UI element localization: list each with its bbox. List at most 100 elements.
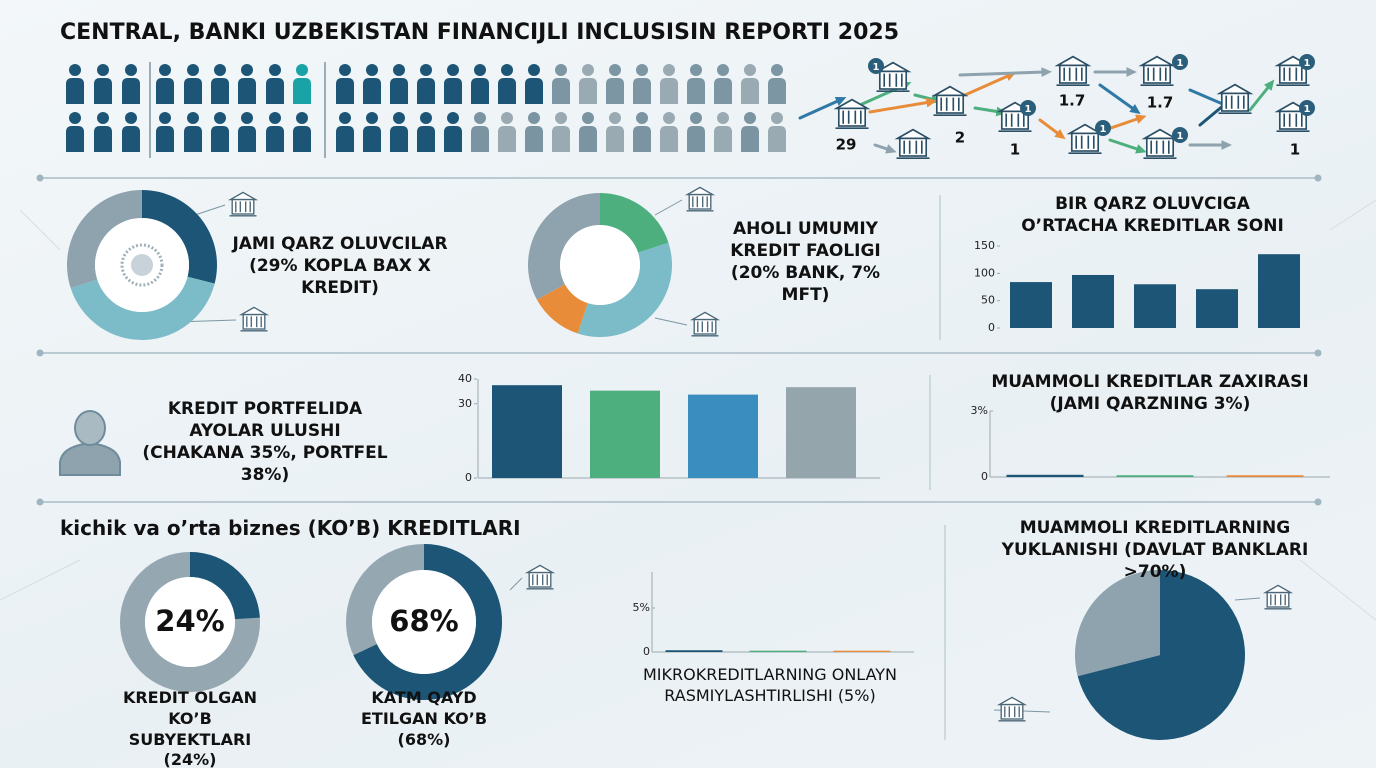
person-body: [293, 126, 311, 152]
person-head: [528, 64, 540, 76]
person-body: [94, 78, 112, 104]
bank-body: [1278, 64, 1308, 84]
person-head: [744, 64, 756, 76]
person-head: [582, 112, 594, 124]
person-body: [714, 126, 732, 152]
person-icon: [498, 64, 516, 104]
badge: [1172, 127, 1188, 143]
bank-icon: [684, 186, 716, 212]
person-icon: [417, 64, 435, 104]
person-head: [690, 64, 702, 76]
bank-body: [1278, 110, 1308, 130]
flow-arrow: [798, 98, 842, 120]
y-tick-label: 0: [988, 321, 995, 334]
bank-body: [1266, 591, 1290, 608]
y-tick-label: 0: [465, 471, 472, 484]
person-head: [366, 64, 378, 76]
person-icon: [768, 64, 786, 104]
pointer: [654, 317, 688, 326]
y-tick-label: 50: [981, 294, 995, 307]
flow-arrow: [973, 106, 1002, 114]
flow-arrow-head: [885, 144, 897, 154]
pointer: [1234, 597, 1261, 601]
person-icon: [741, 112, 759, 152]
flow-arrow: [1108, 138, 1142, 152]
person-icon: [741, 64, 759, 104]
bar: [1006, 474, 1084, 477]
person-icon: [714, 64, 732, 104]
person-head: [97, 112, 109, 124]
divider-dot: [1314, 174, 1322, 182]
chart-title: MUAMMOLI KREDITLARNING YUKLANISHI (DAVLA…: [1001, 518, 1309, 583]
person-body: [552, 78, 570, 104]
bar: [749, 650, 807, 652]
woman-head: [74, 410, 106, 446]
bank-body: [837, 107, 867, 127]
person-icon: [156, 112, 174, 152]
bank-roof: [931, 85, 969, 97]
badge-label: 1: [1304, 58, 1311, 69]
person-head: [609, 112, 621, 124]
bank-icon: [874, 61, 912, 93]
bank-roof: [996, 696, 1028, 706]
person-body: [444, 78, 462, 104]
bank-roof: [1216, 83, 1254, 95]
person-icon: [266, 112, 284, 152]
badge-label: 1: [1025, 104, 1032, 115]
person-body: [471, 78, 489, 104]
gauge-hole: [145, 577, 235, 667]
bank-body: [688, 193, 712, 210]
badge-label: 1: [1304, 104, 1311, 115]
chart-title: JAMI QARZ OLUVCILAR (29% KOPLA BAX X KRE…: [232, 234, 448, 299]
person-body: [184, 126, 202, 152]
badge-label: 1: [1100, 124, 1107, 135]
badge: [1299, 54, 1315, 70]
bar: [1196, 289, 1238, 328]
bank-body: [1220, 92, 1250, 112]
person-head: [269, 112, 281, 124]
donut-segment: [577, 242, 673, 338]
person-head: [125, 112, 137, 124]
gauge-label: 68%: [389, 604, 458, 638]
person-head: [393, 112, 405, 124]
flow-arrow: [1038, 118, 1062, 137]
bar: [833, 650, 891, 652]
chart-title: KREDIT OLGAN KO’B SUBYEKTLARI (24%): [122, 688, 258, 768]
bank-icon: [1274, 101, 1312, 133]
bar: [492, 385, 562, 478]
badge-label: 1: [1177, 131, 1184, 142]
bg-line: [1329, 199, 1376, 231]
y-tick-label: 150: [974, 239, 995, 252]
bank-body: [1070, 132, 1100, 152]
bar: [1134, 284, 1176, 328]
bank-body: [1145, 137, 1175, 157]
bank-icon: [1138, 55, 1176, 87]
person-icon: [156, 64, 174, 104]
person-icon: [266, 64, 284, 104]
flow-arrow: [963, 73, 1012, 97]
person-head: [296, 64, 308, 76]
person-head: [241, 64, 253, 76]
person-head: [474, 112, 486, 124]
person-head: [269, 64, 281, 76]
person-icon: [498, 112, 516, 152]
y-tick-label: 3%: [971, 404, 988, 417]
person-icon: [714, 112, 732, 152]
bank-roof: [1054, 55, 1092, 67]
bank-body: [1058, 64, 1088, 84]
person-icon: [211, 64, 229, 104]
bank-body: [242, 313, 266, 330]
person-icon: [66, 64, 84, 104]
person-icon: [66, 112, 84, 152]
donut-segment: [142, 190, 217, 284]
person-body: [768, 78, 786, 104]
badge: [868, 58, 884, 74]
chart-title: KREDIT PORTFELIDA AYOLAR ULUSHI (CHAKANA…: [142, 399, 388, 486]
badge: [1095, 120, 1111, 136]
person-icon: [417, 112, 435, 152]
person-icon: [633, 64, 651, 104]
bank-body: [528, 571, 552, 588]
person-icon: [471, 112, 489, 152]
